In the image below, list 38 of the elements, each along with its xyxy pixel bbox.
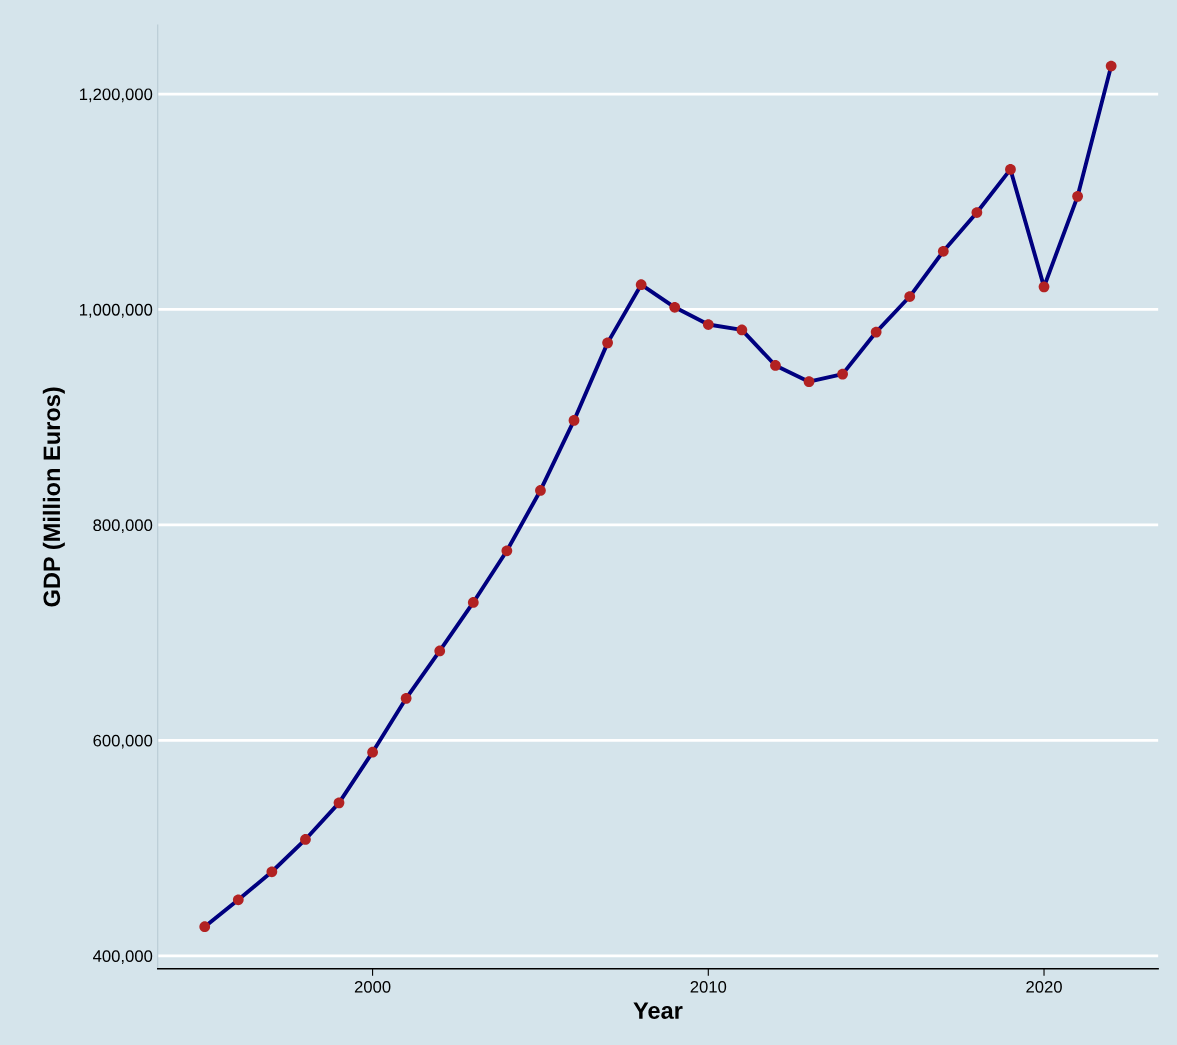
point (635, 279, 647, 291)
point (367, 746, 378, 758)
x-tick-label: 2000 (354, 980, 391, 993)
point (870, 326, 882, 338)
point (434, 645, 446, 657)
point (770, 360, 781, 371)
point (535, 485, 546, 496)
point (803, 376, 815, 388)
point (333, 797, 345, 809)
point (1105, 60, 1117, 72)
y-tick-label: 400,000 (93, 950, 153, 964)
point (266, 866, 278, 878)
y-axis-title: GDP (Million Euros) (42, 387, 65, 607)
point (1072, 190, 1083, 202)
point (904, 291, 916, 302)
x-tick-label: 2010 (690, 980, 727, 993)
point (400, 692, 412, 704)
point (971, 207, 983, 218)
point (736, 324, 748, 336)
x-tick-label: 2020 (1026, 980, 1062, 993)
point (937, 245, 949, 257)
point (602, 337, 613, 349)
point (1005, 164, 1016, 175)
y-tick-label: 800,000 (93, 519, 153, 534)
point (467, 597, 479, 608)
point (199, 921, 211, 933)
point (232, 894, 244, 906)
point (669, 301, 681, 313)
x-axis-title: Year (633, 1002, 683, 1019)
point (300, 834, 311, 845)
point (837, 368, 848, 380)
point (501, 545, 513, 557)
point (1038, 281, 1050, 293)
y-tick-label: 1,200,000 (79, 88, 153, 103)
point (568, 415, 580, 426)
y-tick-label: 1,000,000 (79, 303, 153, 318)
y-tick-label: 600,000 (93, 734, 153, 749)
point (702, 319, 714, 330)
